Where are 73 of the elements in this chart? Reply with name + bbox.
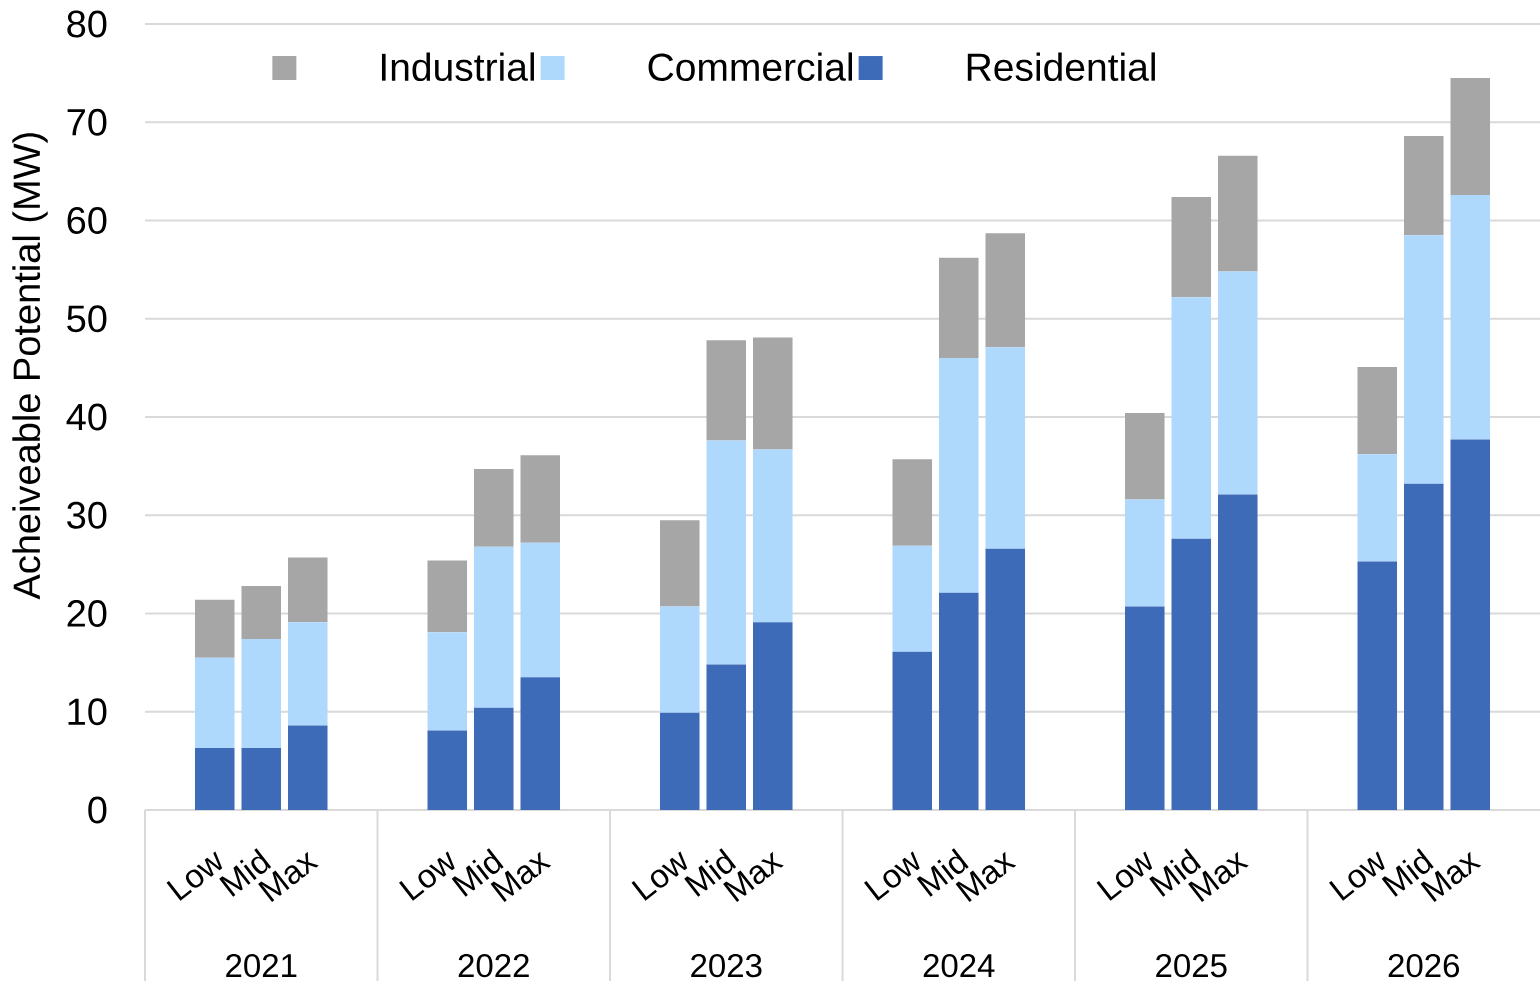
y-tick-label: 60 <box>67 207 107 234</box>
bar <box>1404 235 1444 484</box>
text: 2026 <box>1388 953 1460 978</box>
text: 2025 <box>1156 953 1227 978</box>
legend-label: Industrial <box>381 52 534 82</box>
bar <box>1404 136 1444 236</box>
bar <box>660 606 700 713</box>
y-tick-label: 20 <box>67 600 107 627</box>
bar <box>288 725 328 810</box>
bar <box>473 546 514 708</box>
bar <box>706 340 747 441</box>
bar <box>706 440 747 665</box>
y-tick-label: 70 <box>67 108 107 136</box>
bar <box>427 632 468 731</box>
bar <box>1218 271 1258 495</box>
bar <box>892 545 933 652</box>
bar <box>520 455 561 543</box>
text: 2021 <box>226 953 297 978</box>
text: 2022 <box>458 953 529 978</box>
y-tick-label: 0 <box>88 796 107 824</box>
bar <box>1450 78 1491 195</box>
bar <box>1171 538 1212 810</box>
y-tick-label: 50 <box>67 305 107 333</box>
bar <box>241 585 282 640</box>
bar <box>520 542 561 678</box>
bar <box>1125 499 1165 607</box>
bar <box>1218 494 1258 810</box>
bar <box>753 449 793 623</box>
y-tick-label: 40 <box>66 403 107 431</box>
bar <box>473 707 514 810</box>
bar <box>1171 196 1212 298</box>
bar <box>1125 413 1165 500</box>
bar <box>1218 155 1258 272</box>
bar <box>753 337 793 450</box>
bar <box>753 622 793 810</box>
bar <box>427 560 468 633</box>
bar <box>892 651 933 810</box>
bar <box>660 712 700 810</box>
bar <box>194 657 235 749</box>
bar <box>985 548 1026 810</box>
text: 2024 <box>923 953 995 978</box>
bar <box>985 233 1026 348</box>
y-axis-title: Acheiveable Potential (MW) <box>12 133 48 600</box>
bar <box>1450 439 1491 810</box>
y-tick-label: 30 <box>67 501 107 529</box>
bar <box>985 347 1026 549</box>
text: 2023 <box>691 953 762 978</box>
bar <box>939 592 979 810</box>
bar <box>1404 483 1444 810</box>
bar <box>1357 561 1398 810</box>
bar <box>660 520 700 607</box>
bar <box>1450 194 1491 440</box>
bar <box>1125 606 1165 810</box>
bar <box>427 730 468 810</box>
bar <box>194 748 235 810</box>
bar <box>892 459 933 546</box>
bar <box>241 748 282 810</box>
bar <box>520 677 561 810</box>
y-tick-label: 10 <box>68 698 107 726</box>
bar <box>1357 454 1398 562</box>
bar <box>241 639 282 749</box>
bar <box>706 664 747 810</box>
bar <box>1171 297 1212 539</box>
bar <box>473 469 514 547</box>
bar <box>939 257 979 359</box>
y-tick-label: 80 <box>67 10 107 38</box>
bar <box>939 358 979 593</box>
legend-label: Residential <box>967 52 1155 82</box>
bar <box>288 622 328 726</box>
bar <box>288 557 328 623</box>
bar <box>194 599 235 658</box>
bar <box>1357 366 1398 455</box>
legend-label: Commercial <box>648 52 852 82</box>
